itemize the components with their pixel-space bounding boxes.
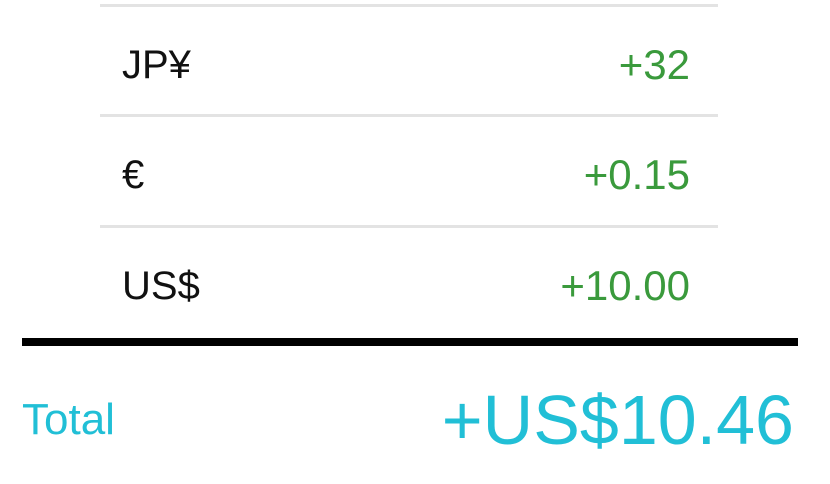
currency-label: € [122, 153, 145, 197]
currency-row-usd[interactable]: US$ +10.00 [100, 231, 718, 341]
row-separator [100, 225, 718, 228]
currency-amount: +0.15 [583, 151, 690, 198]
row-separator [100, 4, 718, 7]
currency-row-eur[interactable]: € +0.15 [100, 120, 718, 230]
currency-amount: +32 [618, 41, 690, 88]
total-label: Total [22, 395, 115, 444]
total-divider [22, 338, 798, 346]
currency-label: JP¥ [122, 43, 191, 87]
currency-row-jpy[interactable]: JP¥ +32 [100, 10, 718, 120]
total-amount: +US$10.46 [441, 381, 794, 459]
currency-amount: +10.00 [560, 262, 690, 309]
row-separator [100, 114, 718, 117]
currency-label: US$ [122, 264, 200, 308]
